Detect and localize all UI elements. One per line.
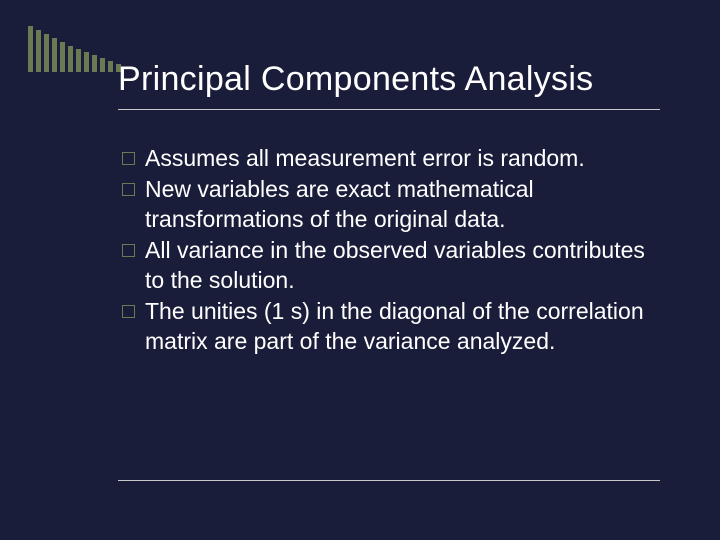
square-bullet-icon: [122, 244, 135, 257]
bullet-item: New variables are exact mathematical tra…: [122, 175, 656, 234]
decoration-bar: [60, 42, 65, 72]
decoration-bar: [84, 52, 89, 72]
decoration-bar: [92, 55, 97, 72]
decoration-bar: [52, 38, 57, 72]
bullet-item: All variance in the observed variables c…: [122, 236, 656, 295]
bullet-text: Assumes all measurement error is random.: [145, 144, 585, 173]
bullet-text: The unities (1 s) in the diagonal of the…: [145, 297, 656, 356]
decoration-bar: [100, 58, 105, 72]
square-bullet-icon: [122, 305, 135, 318]
decoration-bar: [108, 61, 113, 72]
slide-content: Principal Components Analysis Assumes al…: [118, 60, 660, 358]
decoration-bar: [44, 34, 49, 72]
bullet-item: Assumes all measurement error is random.: [122, 144, 656, 173]
bullet-text: New variables are exact mathematical tra…: [145, 175, 656, 234]
square-bullet-icon: [122, 183, 135, 196]
bullet-text: All variance in the observed variables c…: [145, 236, 656, 295]
slide-title: Principal Components Analysis: [118, 60, 660, 110]
decoration-bar: [36, 30, 41, 72]
bottom-rule: [118, 480, 660, 481]
square-bullet-icon: [122, 152, 135, 165]
decoration-bar: [28, 26, 33, 72]
decoration-bar: [76, 49, 81, 72]
bullet-item: The unities (1 s) in the diagonal of the…: [122, 297, 656, 356]
bullet-list: Assumes all measurement error is random.…: [118, 144, 660, 356]
decoration-bar: [68, 46, 73, 72]
corner-decoration-bars: [28, 26, 121, 72]
